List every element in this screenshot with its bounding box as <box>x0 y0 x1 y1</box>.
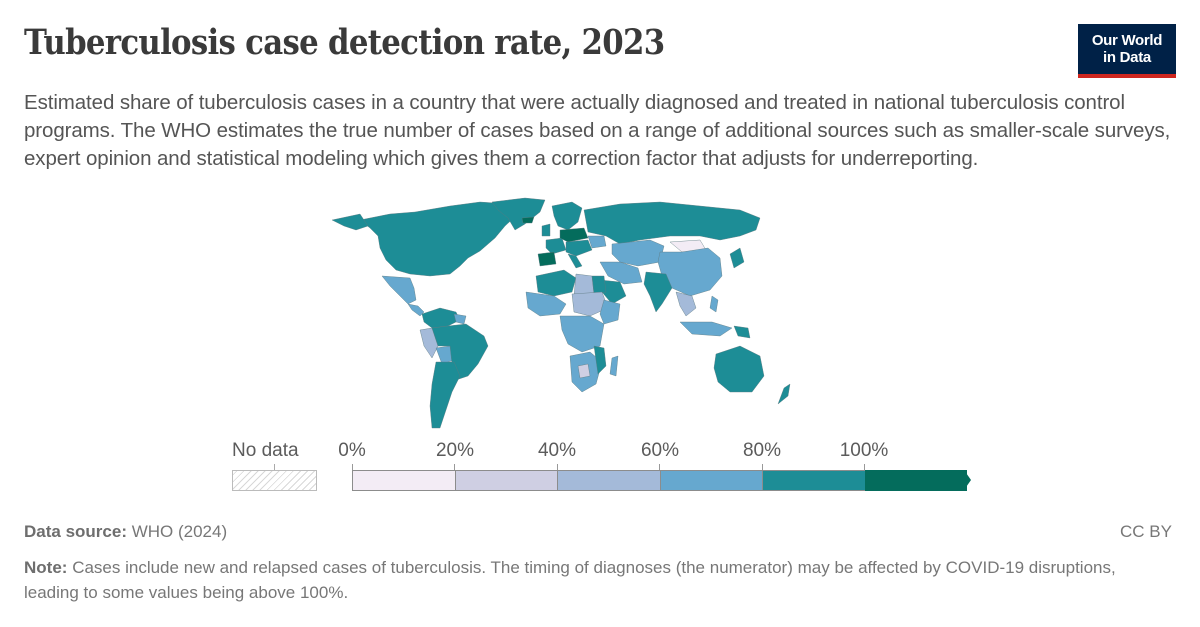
country-north-africa <box>535 269 577 297</box>
legend-no-data-label: No data <box>232 440 299 461</box>
country-mexico <box>381 275 417 305</box>
source-label: Data source: <box>24 522 127 541</box>
legend-bin-60-80[interactable] <box>659 470 762 491</box>
country-mozambique <box>593 345 607 375</box>
legend-tickline <box>454 464 455 471</box>
country-brazil <box>431 323 489 381</box>
legend-tick-40: 40% <box>537 440 577 461</box>
country-russia <box>583 201 761 245</box>
world-map[interactable] <box>320 196 820 436</box>
country-southeast-asia <box>675 291 697 317</box>
legend-tickline <box>762 464 763 471</box>
note-label: Note: <box>24 558 68 577</box>
world-map-svg <box>331 197 791 429</box>
country-korea-japan <box>729 247 745 269</box>
country-ukraine <box>587 235 607 249</box>
country-scandinavia <box>551 201 583 231</box>
legend-tick-100: 100% <box>839 440 889 461</box>
country-middle-east <box>599 261 643 285</box>
legend-arrow-icon <box>964 470 971 490</box>
country-horn-of-africa <box>599 299 621 325</box>
legend-bin-above-100[interactable] <box>864 470 967 491</box>
country-germany-poland <box>559 227 589 243</box>
chart-title: Tuberculosis case detection rate, 2023 <box>24 22 665 63</box>
country-canada-usa <box>359 201 521 277</box>
country-new-zealand <box>777 383 791 405</box>
country-papua-new-guinea <box>733 325 751 339</box>
legend-no-data-swatch[interactable] <box>232 470 317 491</box>
logo-line-1: Our World <box>1091 32 1163 49</box>
legend-tickline <box>659 464 660 471</box>
source-value[interactable]: WHO (2024) <box>131 522 228 541</box>
logo-line-2: in Data <box>1103 49 1151 66</box>
country-alaska <box>331 213 369 231</box>
legend-tickline <box>864 464 865 471</box>
country-colombia-venezuela <box>421 307 461 329</box>
note-text: Cases include new and relapsed cases of … <box>24 558 1116 602</box>
country-indonesia <box>679 321 733 337</box>
country-west-africa <box>525 291 567 317</box>
country-china <box>657 247 723 297</box>
legend-bin-20-40[interactable] <box>454 470 557 491</box>
legend-tick-80: 80% <box>742 440 782 461</box>
country-madagascar <box>609 355 619 377</box>
license-link[interactable]: CC BY <box>1120 522 1172 541</box>
legend-bin-80-100[interactable] <box>762 470 865 491</box>
country-sudan-chad <box>571 291 609 317</box>
owid-logo[interactable]: Our World in Data <box>1078 24 1176 78</box>
country-argentina-chile <box>429 361 461 429</box>
country-greenland <box>491 197 546 231</box>
country-central-europe <box>565 239 593 257</box>
legend-tickline <box>352 464 353 471</box>
country-philippines <box>709 295 719 313</box>
country-central-africa <box>559 315 605 353</box>
legend-tick-0: 0% <box>338 440 366 461</box>
country-india <box>643 271 673 313</box>
country-italy <box>567 253 583 269</box>
legend-color-bins <box>352 470 967 491</box>
chart-note: Note: Cases include new and relapsed cas… <box>24 555 1174 605</box>
country-guianas <box>453 313 467 325</box>
country-spain <box>537 251 557 267</box>
country-uk <box>541 223 551 237</box>
legend-bin-0-20[interactable] <box>352 470 455 491</box>
chart-subtitle: Estimated share of tuberculosis cases in… <box>24 91 1171 170</box>
country-botswana <box>577 363 591 379</box>
country-iceland <box>521 216 535 224</box>
country-peru <box>419 327 439 359</box>
country-australia <box>713 345 765 393</box>
country-egypt <box>591 275 607 295</box>
country-kazakhstan-central-asia <box>611 239 665 267</box>
country-central-america <box>407 303 425 317</box>
legend-bin-40-60[interactable] <box>557 470 660 491</box>
legend-tick-20: 20% <box>435 440 475 461</box>
legend-tick-60: 60% <box>640 440 680 461</box>
data-source: Data source: WHO (2024) <box>24 522 227 542</box>
legend-tickline <box>557 464 558 471</box>
legend-no-data-tick <box>274 464 275 470</box>
country-france <box>545 237 567 255</box>
